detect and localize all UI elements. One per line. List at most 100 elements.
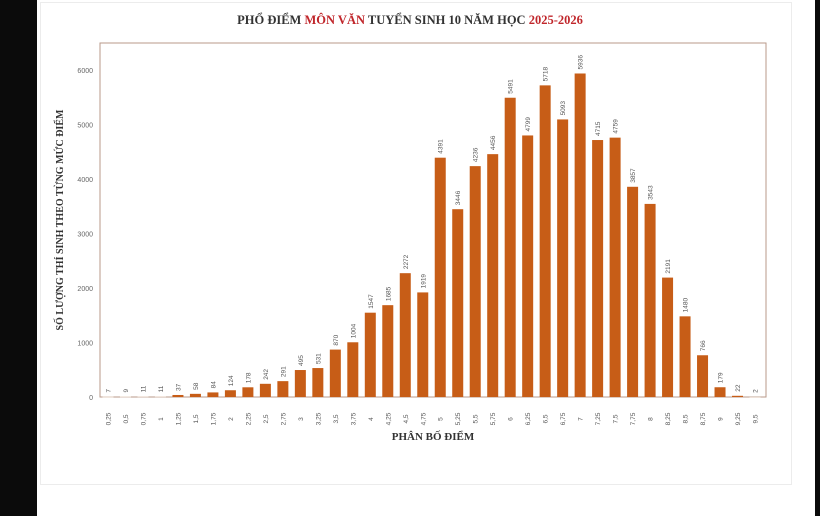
chart-card [40, 2, 792, 485]
data-label: 5936 [578, 55, 585, 70]
plot-frame [99, 42, 767, 398]
bar [574, 73, 586, 397]
data-label: 5718 [543, 67, 550, 82]
data-label: 242 [263, 369, 270, 380]
bar [259, 383, 271, 397]
y-tick-label: 6000 [77, 68, 93, 75]
x-tick-label: 5 [438, 417, 445, 421]
bar [592, 140, 604, 397]
x-tick-label: 4,75 [420, 412, 427, 425]
bar [557, 119, 569, 397]
y-axis-label: SỐ LƯỢNG THÍ SINH THEO TỪNG MỨC ĐIỂM [53, 109, 66, 330]
data-label: 766 [700, 340, 707, 351]
x-tick-label: 8,75 [700, 412, 707, 425]
data-label: 2 [753, 389, 760, 393]
bar [627, 186, 639, 397]
bar [504, 97, 516, 397]
bar [119, 396, 131, 398]
bar [487, 154, 499, 397]
bar [172, 394, 184, 397]
y-tick-label: 0 [89, 395, 93, 402]
x-tick-label: 1 [158, 417, 165, 421]
data-label: 3857 [630, 168, 637, 183]
bar [294, 370, 306, 397]
x-tick-label: 7,5 [613, 414, 620, 423]
bar [329, 349, 341, 397]
bar [102, 396, 114, 398]
bar [434, 157, 446, 397]
x-tick-label: 5,25 [455, 412, 462, 425]
data-label: 179 [718, 372, 725, 383]
data-label: 84 [210, 381, 217, 389]
title-year: 2025-2026 [528, 13, 583, 27]
data-label: 4236 [473, 147, 480, 162]
data-label: 5093 [560, 101, 567, 116]
x-tick-label: 5,75 [490, 412, 497, 425]
bar [539, 85, 551, 397]
x-tick-label: 6 [508, 417, 515, 421]
x-tick-label: 7,75 [630, 412, 637, 425]
title-subject: MÔN VĂN [304, 13, 366, 27]
page-background [37, 0, 815, 516]
bar [224, 390, 236, 397]
data-label: 22 [735, 384, 742, 392]
bar [749, 396, 761, 398]
bar [312, 368, 324, 397]
x-tick-label: 6,75 [560, 412, 567, 425]
bar [137, 396, 149, 398]
data-label: 291 [280, 366, 287, 377]
data-label: 4759 [613, 119, 620, 134]
y-tick-label: 1000 [77, 341, 93, 348]
data-label: 1919 [420, 274, 427, 289]
data-label: 178 [245, 372, 252, 383]
bar [277, 381, 289, 397]
x-tick-label: 1,5 [193, 414, 200, 423]
data-label: 1547 [368, 294, 375, 309]
x-axis-label: PHÂN BỐ ĐIỂM [392, 430, 475, 443]
data-label: 4456 [490, 135, 497, 150]
data-label: 124 [228, 375, 235, 386]
title-part: PHỔ ĐIỂM [237, 13, 305, 27]
x-tick-label: 3 [298, 417, 305, 421]
data-label: 4799 [525, 117, 532, 132]
title-part: TUYỂN SINH 10 NĂM HỌC [365, 13, 529, 27]
bar [732, 395, 744, 397]
x-tick-label: 3,25 [315, 412, 322, 425]
data-label: 37 [175, 383, 182, 391]
x-tick-label: 2,25 [245, 412, 252, 425]
x-tick-label: 2,5 [263, 414, 270, 423]
y-tick-label: 3000 [77, 232, 93, 239]
data-label: 3543 [648, 185, 655, 200]
x-tick-label: 4,5 [403, 414, 410, 423]
bar [399, 273, 411, 397]
data-label: 4715 [595, 121, 602, 136]
bar [417, 292, 429, 397]
data-label: 7 [106, 389, 113, 393]
data-label: 9 [123, 389, 130, 393]
x-tick-label: 0,75 [140, 412, 147, 425]
bar [189, 393, 201, 397]
bar [154, 396, 166, 398]
x-tick-label: 8,5 [683, 414, 690, 423]
data-label: 2272 [403, 254, 410, 269]
bar [697, 355, 709, 397]
x-tick-label: 8 [648, 417, 655, 421]
data-label: 11 [140, 385, 147, 392]
x-tick-label: 4,25 [385, 412, 392, 425]
data-label: 11 [158, 385, 165, 392]
x-tick-label: 9,5 [753, 414, 760, 423]
data-label: 4391 [438, 139, 445, 154]
x-tick-label: 9,25 [735, 412, 742, 425]
bar [364, 312, 376, 397]
x-tick-label: 3,5 [333, 414, 340, 423]
x-tick-label: 1,75 [210, 412, 217, 425]
bar [207, 392, 219, 397]
bar [714, 387, 726, 397]
x-tick-label: 0,25 [106, 412, 113, 425]
data-label: 5491 [508, 79, 515, 94]
x-tick-label: 0,5 [123, 414, 130, 423]
x-tick-label: 9 [718, 417, 725, 421]
bar [347, 342, 359, 397]
x-tick-label: 7 [578, 417, 585, 421]
